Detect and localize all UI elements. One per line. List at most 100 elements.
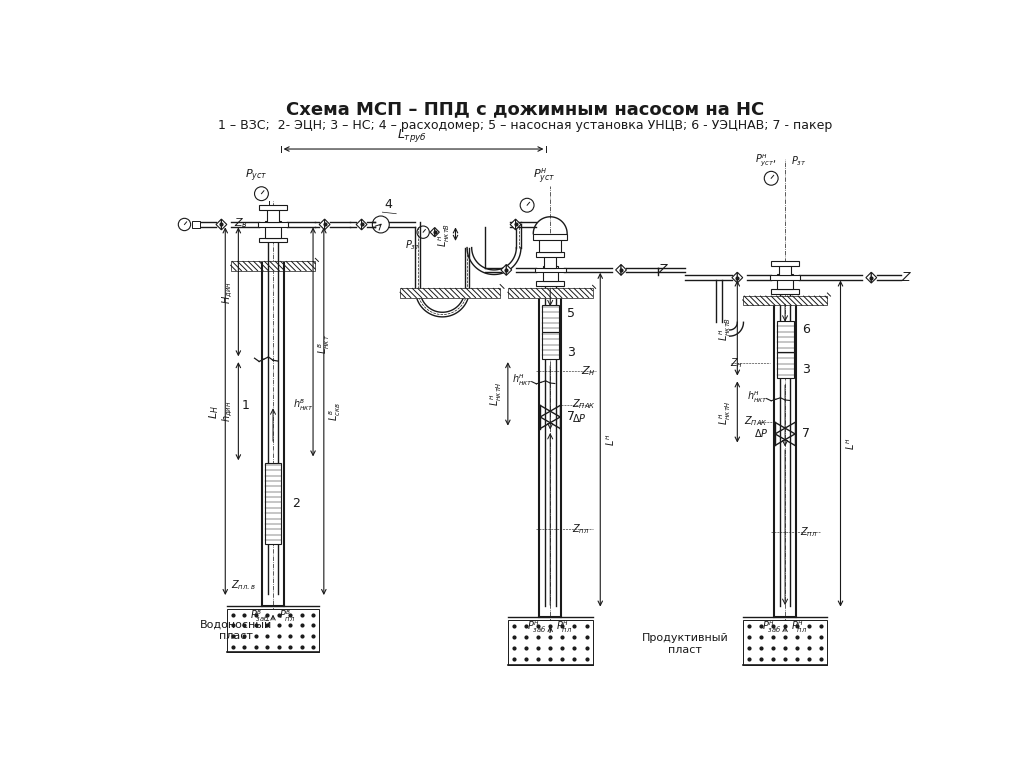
Text: $P^н_{заб}$: $P^н_{заб}$ <box>762 620 781 635</box>
Text: $P^н_{уст},$: $P^н_{уст},$ <box>755 153 777 168</box>
Polygon shape <box>506 265 512 275</box>
Polygon shape <box>361 219 367 230</box>
Text: $Z_н$: $Z_н$ <box>581 364 596 377</box>
Bar <box>258 222 289 227</box>
Bar <box>400 288 500 298</box>
Bar <box>777 274 793 289</box>
Text: $H_{дин}$: $H_{дин}$ <box>221 281 236 304</box>
Bar <box>537 252 564 257</box>
Text: $P^в_{пл}$: $P^в_{пл}$ <box>280 609 296 624</box>
Polygon shape <box>221 219 226 230</box>
Text: $h^н_{нкт}$: $h^н_{нкт}$ <box>748 390 768 406</box>
Bar <box>771 262 799 266</box>
Text: $Z_{пл}$: $Z_{пл}$ <box>571 522 589 535</box>
Text: $P_{уст}$: $P_{уст}$ <box>245 167 267 183</box>
Text: $Z_{пл.в}$: $Z_{пл.в}$ <box>231 578 256 592</box>
Polygon shape <box>866 272 871 283</box>
Bar <box>542 305 559 332</box>
Text: $\Delta P$: $\Delta P$ <box>571 412 587 423</box>
Text: 7: 7 <box>802 427 810 440</box>
Text: $Z$: $Z$ <box>658 263 669 276</box>
Bar <box>543 266 558 281</box>
Text: $L_Н$: $L_Н$ <box>207 405 220 419</box>
Text: $h_{дин}$: $h_{дин}$ <box>221 401 236 423</box>
Polygon shape <box>501 265 506 275</box>
Bar <box>259 238 287 242</box>
Text: $L^в_{скв}$: $L^в_{скв}$ <box>328 402 343 421</box>
Bar <box>742 296 827 305</box>
Text: $L_{труб}$: $L_{труб}$ <box>396 127 427 144</box>
Text: 5: 5 <box>567 307 575 320</box>
Polygon shape <box>510 219 515 230</box>
Text: 1 – ВЗС;  2- ЭЦН; 3 – НС; 4 – расходомер; 5 – насосная установка УНЦВ; 6 - УЭЦНА: 1 – ВЗС; 2- ЭЦН; 3 – НС; 4 – расходомер;… <box>218 120 831 133</box>
Text: $Z_{ПАК}$: $Z_{ПАК}$ <box>571 397 596 411</box>
Bar <box>771 289 799 294</box>
Text: Водоносный
пласт: Водоносный пласт <box>200 620 272 641</box>
Text: 3: 3 <box>567 346 575 359</box>
Text: 2: 2 <box>292 498 300 511</box>
Text: $L^н$: $L^н$ <box>845 438 857 450</box>
Bar <box>770 275 801 280</box>
Polygon shape <box>356 219 361 230</box>
Bar <box>535 268 565 272</box>
Text: Схема МСП – ППД с дожимным насосом на НС: Схема МСП – ППД с дожимным насосом на НС <box>286 100 764 118</box>
Text: 1: 1 <box>242 399 250 412</box>
Text: $P^в_{заб}$: $P^в_{заб}$ <box>250 609 269 624</box>
Text: $Z$: $Z$ <box>900 271 911 284</box>
Text: $h^в_{нкт}$: $h^в_{нкт}$ <box>293 398 314 413</box>
Polygon shape <box>515 219 521 230</box>
Bar <box>264 463 282 544</box>
Text: $P^н_{заб}$: $P^н_{заб}$ <box>526 620 547 635</box>
Text: $L^н_{нктВ}$: $L^н_{нктВ}$ <box>436 222 452 247</box>
Bar <box>230 262 315 271</box>
Text: 6: 6 <box>802 324 810 337</box>
Text: 3: 3 <box>802 363 810 376</box>
Polygon shape <box>216 219 221 230</box>
Text: $L^н_{нктВ}$: $L^н_{нктВ}$ <box>718 316 733 341</box>
Polygon shape <box>621 265 627 275</box>
Polygon shape <box>615 265 621 275</box>
Polygon shape <box>737 272 742 283</box>
Polygon shape <box>430 228 435 237</box>
Bar <box>267 209 280 222</box>
Text: $Z_{ПАК}$: $Z_{ПАК}$ <box>744 414 768 428</box>
Text: $P^н_{пл}$: $P^н_{пл}$ <box>792 620 808 635</box>
Bar <box>193 222 200 228</box>
Polygon shape <box>319 219 325 230</box>
Bar <box>508 288 593 298</box>
Bar <box>779 265 792 275</box>
Polygon shape <box>435 228 439 237</box>
Bar <box>742 621 827 665</box>
Text: $L^в_{нкт}$: $L^в_{нкт}$ <box>316 334 333 354</box>
Polygon shape <box>732 272 737 283</box>
Bar <box>508 621 593 665</box>
Text: $\Delta P$: $\Delta P$ <box>754 427 768 439</box>
Text: Продуктивный
пласт: Продуктивный пласт <box>642 634 728 655</box>
Bar <box>542 332 559 359</box>
Text: $P^н_{пл}$: $P^н_{пл}$ <box>556 620 572 635</box>
Bar <box>540 239 561 252</box>
Bar <box>226 610 319 652</box>
Bar <box>537 281 564 286</box>
Text: $Z_в$: $Z_в$ <box>234 216 249 230</box>
Text: 4: 4 <box>385 198 392 211</box>
Bar <box>259 206 287 210</box>
Text: $P_{зт}$: $P_{зт}$ <box>792 154 807 168</box>
Text: $L^н_{нктН}$: $L^н_{нктН}$ <box>718 400 733 425</box>
Text: $L^н$: $L^н$ <box>604 434 616 446</box>
Text: $L^н_{нктН}$: $L^н_{нктН}$ <box>488 381 504 407</box>
Polygon shape <box>325 219 330 230</box>
Text: $Z_н$: $Z_н$ <box>730 356 742 370</box>
Text: $P^н_{уст}$: $P^н_{уст}$ <box>532 166 555 186</box>
Bar <box>776 351 794 378</box>
Text: 7: 7 <box>567 410 575 423</box>
Bar <box>265 221 281 238</box>
Bar <box>776 321 794 351</box>
Text: i: i <box>549 625 552 635</box>
Text: $P_{зт}$: $P_{зт}$ <box>404 239 420 252</box>
Text: $h^н_{нкт}$: $h^н_{нкт}$ <box>512 373 534 389</box>
Text: $Z_{пл}$: $Z_{пл}$ <box>801 525 818 539</box>
Polygon shape <box>871 272 877 283</box>
Bar <box>544 255 556 268</box>
Bar <box>534 234 567 240</box>
